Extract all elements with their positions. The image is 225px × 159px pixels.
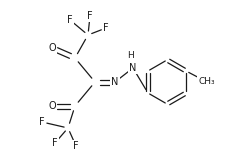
Text: O: O — [48, 43, 56, 53]
Text: N: N — [129, 63, 137, 73]
Text: F: F — [103, 23, 109, 33]
Text: F: F — [73, 141, 79, 151]
Text: N: N — [111, 77, 119, 87]
Text: F: F — [87, 11, 93, 21]
Text: O: O — [48, 101, 56, 111]
Text: CH₃: CH₃ — [199, 77, 215, 86]
Text: F: F — [52, 138, 58, 148]
Text: F: F — [39, 117, 45, 127]
Text: H: H — [127, 52, 133, 61]
Text: F: F — [67, 15, 73, 25]
